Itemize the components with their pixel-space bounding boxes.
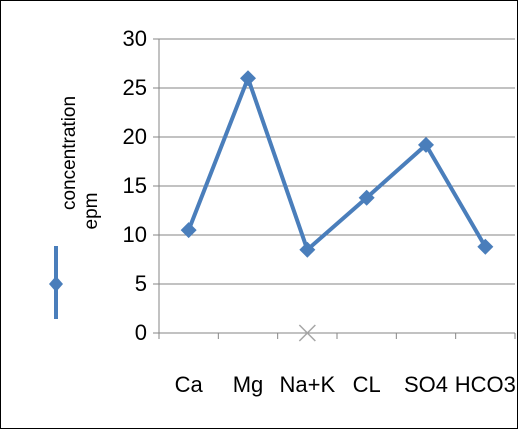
data-point-diamond bbox=[358, 189, 375, 206]
y-tick-label: 20 bbox=[123, 124, 147, 149]
x-tick-label: Mg bbox=[233, 372, 264, 397]
series-line bbox=[186, 76, 488, 252]
data-point-diamond bbox=[299, 241, 316, 258]
y-axis-title-line1: concentration bbox=[59, 96, 80, 210]
x-tick-label: SO4 bbox=[404, 372, 448, 397]
x-tick-label: HCO3 bbox=[455, 372, 516, 397]
series-markers bbox=[180, 70, 494, 258]
x-marker-stroke bbox=[298, 324, 316, 342]
data-point-diamond bbox=[180, 222, 197, 239]
x-tick-label: CL bbox=[353, 372, 381, 397]
series-polyline bbox=[186, 76, 488, 252]
x-tick-label: Ca bbox=[175, 372, 204, 397]
y-tick-label: 25 bbox=[123, 75, 147, 100]
y-axis-title-line2: epm bbox=[81, 193, 102, 230]
legend-diamond-icon bbox=[49, 276, 63, 292]
data-point-diamond bbox=[240, 70, 256, 87]
y-tick-labels: 0 5 10 15 20 25 30 bbox=[123, 26, 147, 345]
data-point-diamond bbox=[477, 238, 494, 255]
y-tick-label: 15 bbox=[123, 173, 147, 198]
y-tick-label: 5 bbox=[135, 271, 147, 296]
axes bbox=[153, 38, 516, 339]
y-tick-label: 10 bbox=[123, 222, 147, 247]
x-tick-label: Na+K bbox=[280, 372, 336, 397]
extra-marker bbox=[298, 324, 316, 342]
y-tick-label: 30 bbox=[123, 26, 147, 51]
data-point-diamond bbox=[418, 136, 434, 153]
y-tick-label: 0 bbox=[135, 320, 147, 345]
x-tick-labels: Ca Mg Na+K CL SO4 HCO3 bbox=[175, 372, 516, 397]
gridlines bbox=[159, 38, 515, 285]
legend bbox=[49, 246, 63, 319]
